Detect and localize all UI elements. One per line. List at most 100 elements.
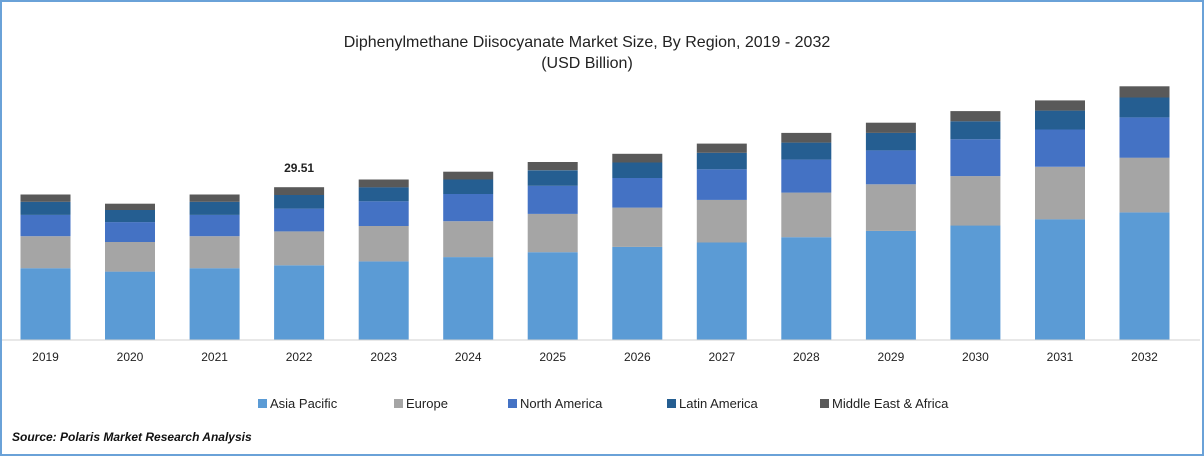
- bar-segment-latin-america-2028: [781, 142, 832, 160]
- chart-subtitle: (USD Billion): [541, 55, 633, 72]
- x-tick-label-2021: 2021: [201, 350, 228, 364]
- legend-swatch-europe: [394, 399, 403, 408]
- bar-segment-north-america-2024: [443, 194, 494, 222]
- bar-segment-europe-2021: [189, 236, 240, 269]
- legend-swatch-latin-america: [667, 399, 676, 408]
- x-tick-labels: 2019 2020 2021 2022 2023 2024 2025 2026 2027 2028…: [32, 350, 1158, 364]
- bar-segment-latin-america-2021: [189, 201, 240, 215]
- bar-segment-asia-pacific-2027: [696, 242, 747, 340]
- legend-swatch-middle-east-and-africa: [820, 399, 829, 408]
- bar-segment-north-america-2025: [527, 185, 578, 214]
- bar-segment-middle-east-and-africa-2030: [950, 111, 1001, 122]
- bar-segment-asia-pacific-2026: [612, 246, 663, 340]
- bar-segment-latin-america-2027: [696, 152, 747, 170]
- bar-segment-europe-2031: [1035, 166, 1085, 220]
- bar-segment-latin-america-2026: [612, 162, 663, 178]
- bar-segment-middle-east-and-africa-2032: [1119, 86, 1170, 98]
- x-tick-label-2029: 2029: [878, 350, 905, 364]
- bar-segment-europe-2020: [105, 242, 155, 272]
- x-tick-label-2027: 2027: [708, 350, 735, 364]
- data-labels: 29.51: [284, 161, 314, 175]
- bar-segment-latin-america-2031: [1035, 110, 1085, 130]
- source-note: Source: Polaris Market Research Analysis: [12, 430, 252, 444]
- x-tick-label-2028: 2028: [793, 350, 820, 364]
- bar-segment-north-america-2032: [1119, 117, 1170, 158]
- bar-segment-latin-america-2024: [443, 179, 494, 194]
- bars-group: [20, 86, 1170, 340]
- bar-segment-latin-america-2023: [358, 187, 409, 202]
- bar-segment-asia-pacific-2023: [358, 261, 409, 340]
- legend: Asia Pacific Europe North America Latin Ame…: [258, 396, 949, 411]
- x-tick-label-2022: 2022: [286, 350, 313, 364]
- bar-segment-north-america-2031: [1035, 129, 1085, 167]
- bar-segment-north-america-2020: [105, 222, 155, 242]
- x-tick-label-2025: 2025: [539, 350, 566, 364]
- bar-segment-europe-2022: [274, 231, 325, 266]
- bar-segment-north-america-2023: [358, 201, 409, 226]
- legend-item-latin-america: Latin America: [667, 396, 759, 411]
- x-tick-label-2031: 2031: [1047, 350, 1074, 364]
- bar-segment-asia-pacific-2028: [781, 237, 832, 340]
- bar-segment-asia-pacific-2019: [20, 268, 71, 340]
- bar-segment-europe-2028: [781, 192, 832, 238]
- bar-segment-europe-2024: [443, 221, 494, 258]
- bar-segment-latin-america-2020: [105, 210, 155, 223]
- legend-label-middle-east-and-africa: Middle East & Africa: [832, 396, 949, 411]
- bar-segment-middle-east-and-africa-2022: [274, 187, 325, 195]
- x-tick-label-2020: 2020: [117, 350, 144, 364]
- bar-segment-asia-pacific-2025: [527, 252, 578, 340]
- bar-segment-middle-east-and-africa-2025: [527, 162, 578, 171]
- bar-segment-europe-2027: [696, 199, 747, 243]
- x-tick-label-2023: 2023: [370, 350, 397, 364]
- bar-segment-north-america-2026: [612, 178, 663, 208]
- legend-swatch-asia-pacific: [258, 399, 267, 408]
- x-tick-label-2030: 2030: [962, 350, 989, 364]
- bar-segment-latin-america-2032: [1119, 97, 1170, 118]
- bar-segment-north-america-2021: [189, 214, 240, 237]
- bar-segment-north-america-2027: [696, 169, 747, 200]
- bar-segment-middle-east-and-africa-2021: [189, 194, 240, 202]
- legend-item-middle-east-and-africa: Middle East & Africa: [820, 396, 949, 411]
- bar-segment-middle-east-and-africa-2023: [358, 179, 409, 188]
- bar-segment-asia-pacific-2020: [105, 271, 155, 340]
- bar-segment-middle-east-and-africa-2026: [612, 153, 663, 163]
- bar-segment-asia-pacific-2030: [950, 225, 1001, 340]
- x-tick-label-2026: 2026: [624, 350, 651, 364]
- bar-segment-latin-america-2030: [950, 121, 1001, 140]
- x-tick-label-2019: 2019: [32, 350, 59, 364]
- bar-segment-middle-east-and-africa-2019: [20, 194, 71, 202]
- bar-segment-europe-2023: [358, 226, 409, 262]
- legend-item-asia-pacific: Asia Pacific: [258, 396, 338, 411]
- legend-label-asia-pacific: Asia Pacific: [270, 396, 338, 411]
- bar-segment-middle-east-and-africa-2028: [781, 132, 832, 143]
- bar-segment-asia-pacific-2022: [274, 265, 325, 340]
- bar-segment-europe-2025: [527, 213, 578, 253]
- bar-segment-europe-2026: [612, 207, 663, 247]
- bar-segment-europe-2019: [20, 236, 71, 269]
- x-tick-label-2032: 2032: [1131, 350, 1158, 364]
- bar-segment-asia-pacific-2029: [865, 230, 916, 340]
- legend-label-europe: Europe: [406, 396, 448, 411]
- bar-segment-latin-america-2025: [527, 170, 578, 186]
- bar-segment-asia-pacific-2031: [1035, 219, 1085, 340]
- bar-segment-europe-2029: [865, 184, 916, 231]
- legend-label-north-america: North America: [520, 396, 603, 411]
- bar-segment-asia-pacific-2024: [443, 257, 494, 340]
- bar-segment-north-america-2028: [781, 159, 832, 193]
- data-label-2022: 29.51: [284, 161, 314, 175]
- legend-swatch-north-america: [508, 399, 517, 408]
- bar-segment-europe-2030: [950, 176, 1001, 226]
- bar-segment-middle-east-and-africa-2020: [105, 203, 155, 210]
- legend-label-latin-america: Latin America: [679, 396, 759, 411]
- bar-segment-middle-east-and-africa-2031: [1035, 100, 1085, 111]
- bar-segment-latin-america-2029: [865, 132, 916, 151]
- legend-item-europe: Europe: [394, 396, 448, 411]
- bar-segment-middle-east-and-africa-2024: [443, 171, 494, 180]
- legend-item-north-america: North America: [508, 396, 603, 411]
- bar-segment-latin-america-2019: [20, 201, 71, 215]
- bar-segment-asia-pacific-2021: [189, 268, 240, 340]
- bar-segment-north-america-2030: [950, 139, 1001, 177]
- bar-segment-middle-east-and-africa-2027: [696, 143, 747, 153]
